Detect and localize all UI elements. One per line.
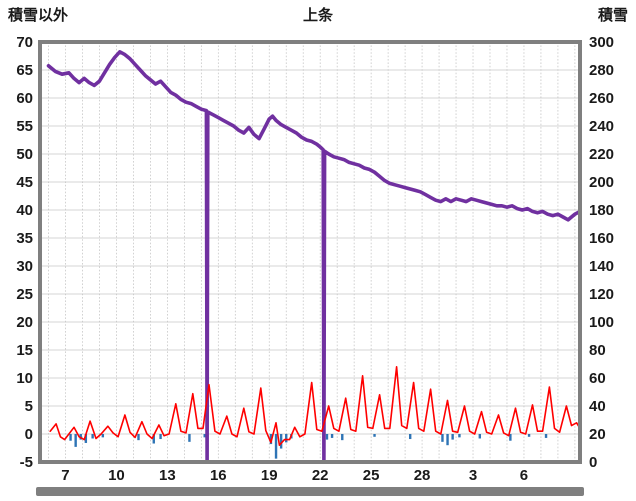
left-axis-tick-label: 55 [16,118,33,135]
right-axis-tick-label: 120 [589,286,614,303]
x-axis-tick-label: 22 [312,467,329,484]
x-axis-tick-label: 7 [61,467,69,484]
right-axis-title: 積雪 [597,7,628,24]
left-axis-title: 積雪以外 [8,7,69,24]
bottom-frame-bar [36,487,584,496]
x-axis-tick-label: 28 [414,467,431,484]
right-axis-tick-label: 20 [589,426,606,443]
right-axis-tick-label: 280 [589,62,614,79]
left-axis-tick-label: 50 [16,146,33,163]
x-axis-tick-label: 19 [261,467,278,484]
snow-depth-line [46,49,582,464]
snowfall-bar [91,434,94,439]
right-axis-tick-label: 180 [589,202,614,219]
snowfall-bar [458,434,461,438]
x-axis-tick-label: 6 [520,467,528,484]
left-axis-tick-label: 30 [16,258,33,275]
temperature-line [49,365,581,447]
snowfall-bar [269,434,273,445]
left-axis-tick-label: 60 [16,90,33,107]
snowfall-bar [527,434,531,437]
right-axis-tick-label: 240 [589,118,614,135]
snowfall-bar [446,434,449,446]
left-axis-tick-label: 5 [25,398,33,415]
snowfall-bar [341,434,344,441]
right-axis-tick-label: 100 [589,314,614,331]
right-axis-tick-label: 200 [589,174,614,191]
x-axis-tick-label: 13 [159,467,176,484]
left-axis-tick-label: 20 [16,314,33,331]
snowfall-bar [544,434,548,438]
snowfall-bar [188,434,191,442]
left-axis-tick-label: 0 [25,426,33,443]
right-axis-tick-label: 220 [589,146,614,163]
snowfall-bar [285,434,288,443]
snowfall-bar [101,434,105,438]
snowfall-bar [74,434,77,447]
x-axis-tick-label: 10 [108,467,125,484]
x-axis-tick-label: 3 [469,467,477,484]
left-axis-tick-label: 35 [16,230,33,247]
snowfall-bar [152,434,155,444]
left-axis-tick-label: 25 [16,286,33,303]
left-axis-tick-label: 70 [16,34,33,51]
snowfall-bar [451,434,454,440]
snowfall-bar [478,434,482,439]
right-axis-tick-label: 80 [589,342,606,359]
right-axis-tick-label: 260 [589,90,614,107]
snowfall-bar [373,434,376,437]
right-axis-tick-label: 40 [589,398,606,415]
left-axis-tick-label: 10 [16,370,33,387]
left-axis-tick-label: 15 [16,342,33,359]
right-axis-tick-label: 140 [589,258,614,275]
snowfall-bar [325,434,329,440]
snowfall-bar [84,434,88,443]
snowfall-bar [279,434,283,449]
right-axis-tick-label: 160 [589,230,614,247]
snowfall-bar [408,434,412,440]
left-axis-tick-label: -5 [20,454,33,471]
right-axis-tick-label: 300 [589,34,614,51]
left-axis-tick-label: 65 [16,62,33,79]
chart-title: 上条 [302,7,333,24]
plot-border [38,40,582,464]
snowfall-bar [137,434,140,441]
x-axis-tick-label: 25 [363,467,380,484]
right-axis-tick-label: 0 [589,454,597,471]
snowfall-bar [441,434,444,442]
snowfall-bar [159,434,162,440]
snowfall-bar [203,434,206,438]
left-axis-tick-label: 45 [16,174,33,191]
right-axis-tick-label: 60 [589,370,606,387]
snowfall-bar [274,434,278,459]
snowfall-bar [330,434,334,438]
x-axis-tick-label: 16 [210,467,227,484]
snowfall-bar [509,434,512,441]
snowfall-bar [69,434,72,441]
left-axis-tick-label: 40 [16,202,33,219]
